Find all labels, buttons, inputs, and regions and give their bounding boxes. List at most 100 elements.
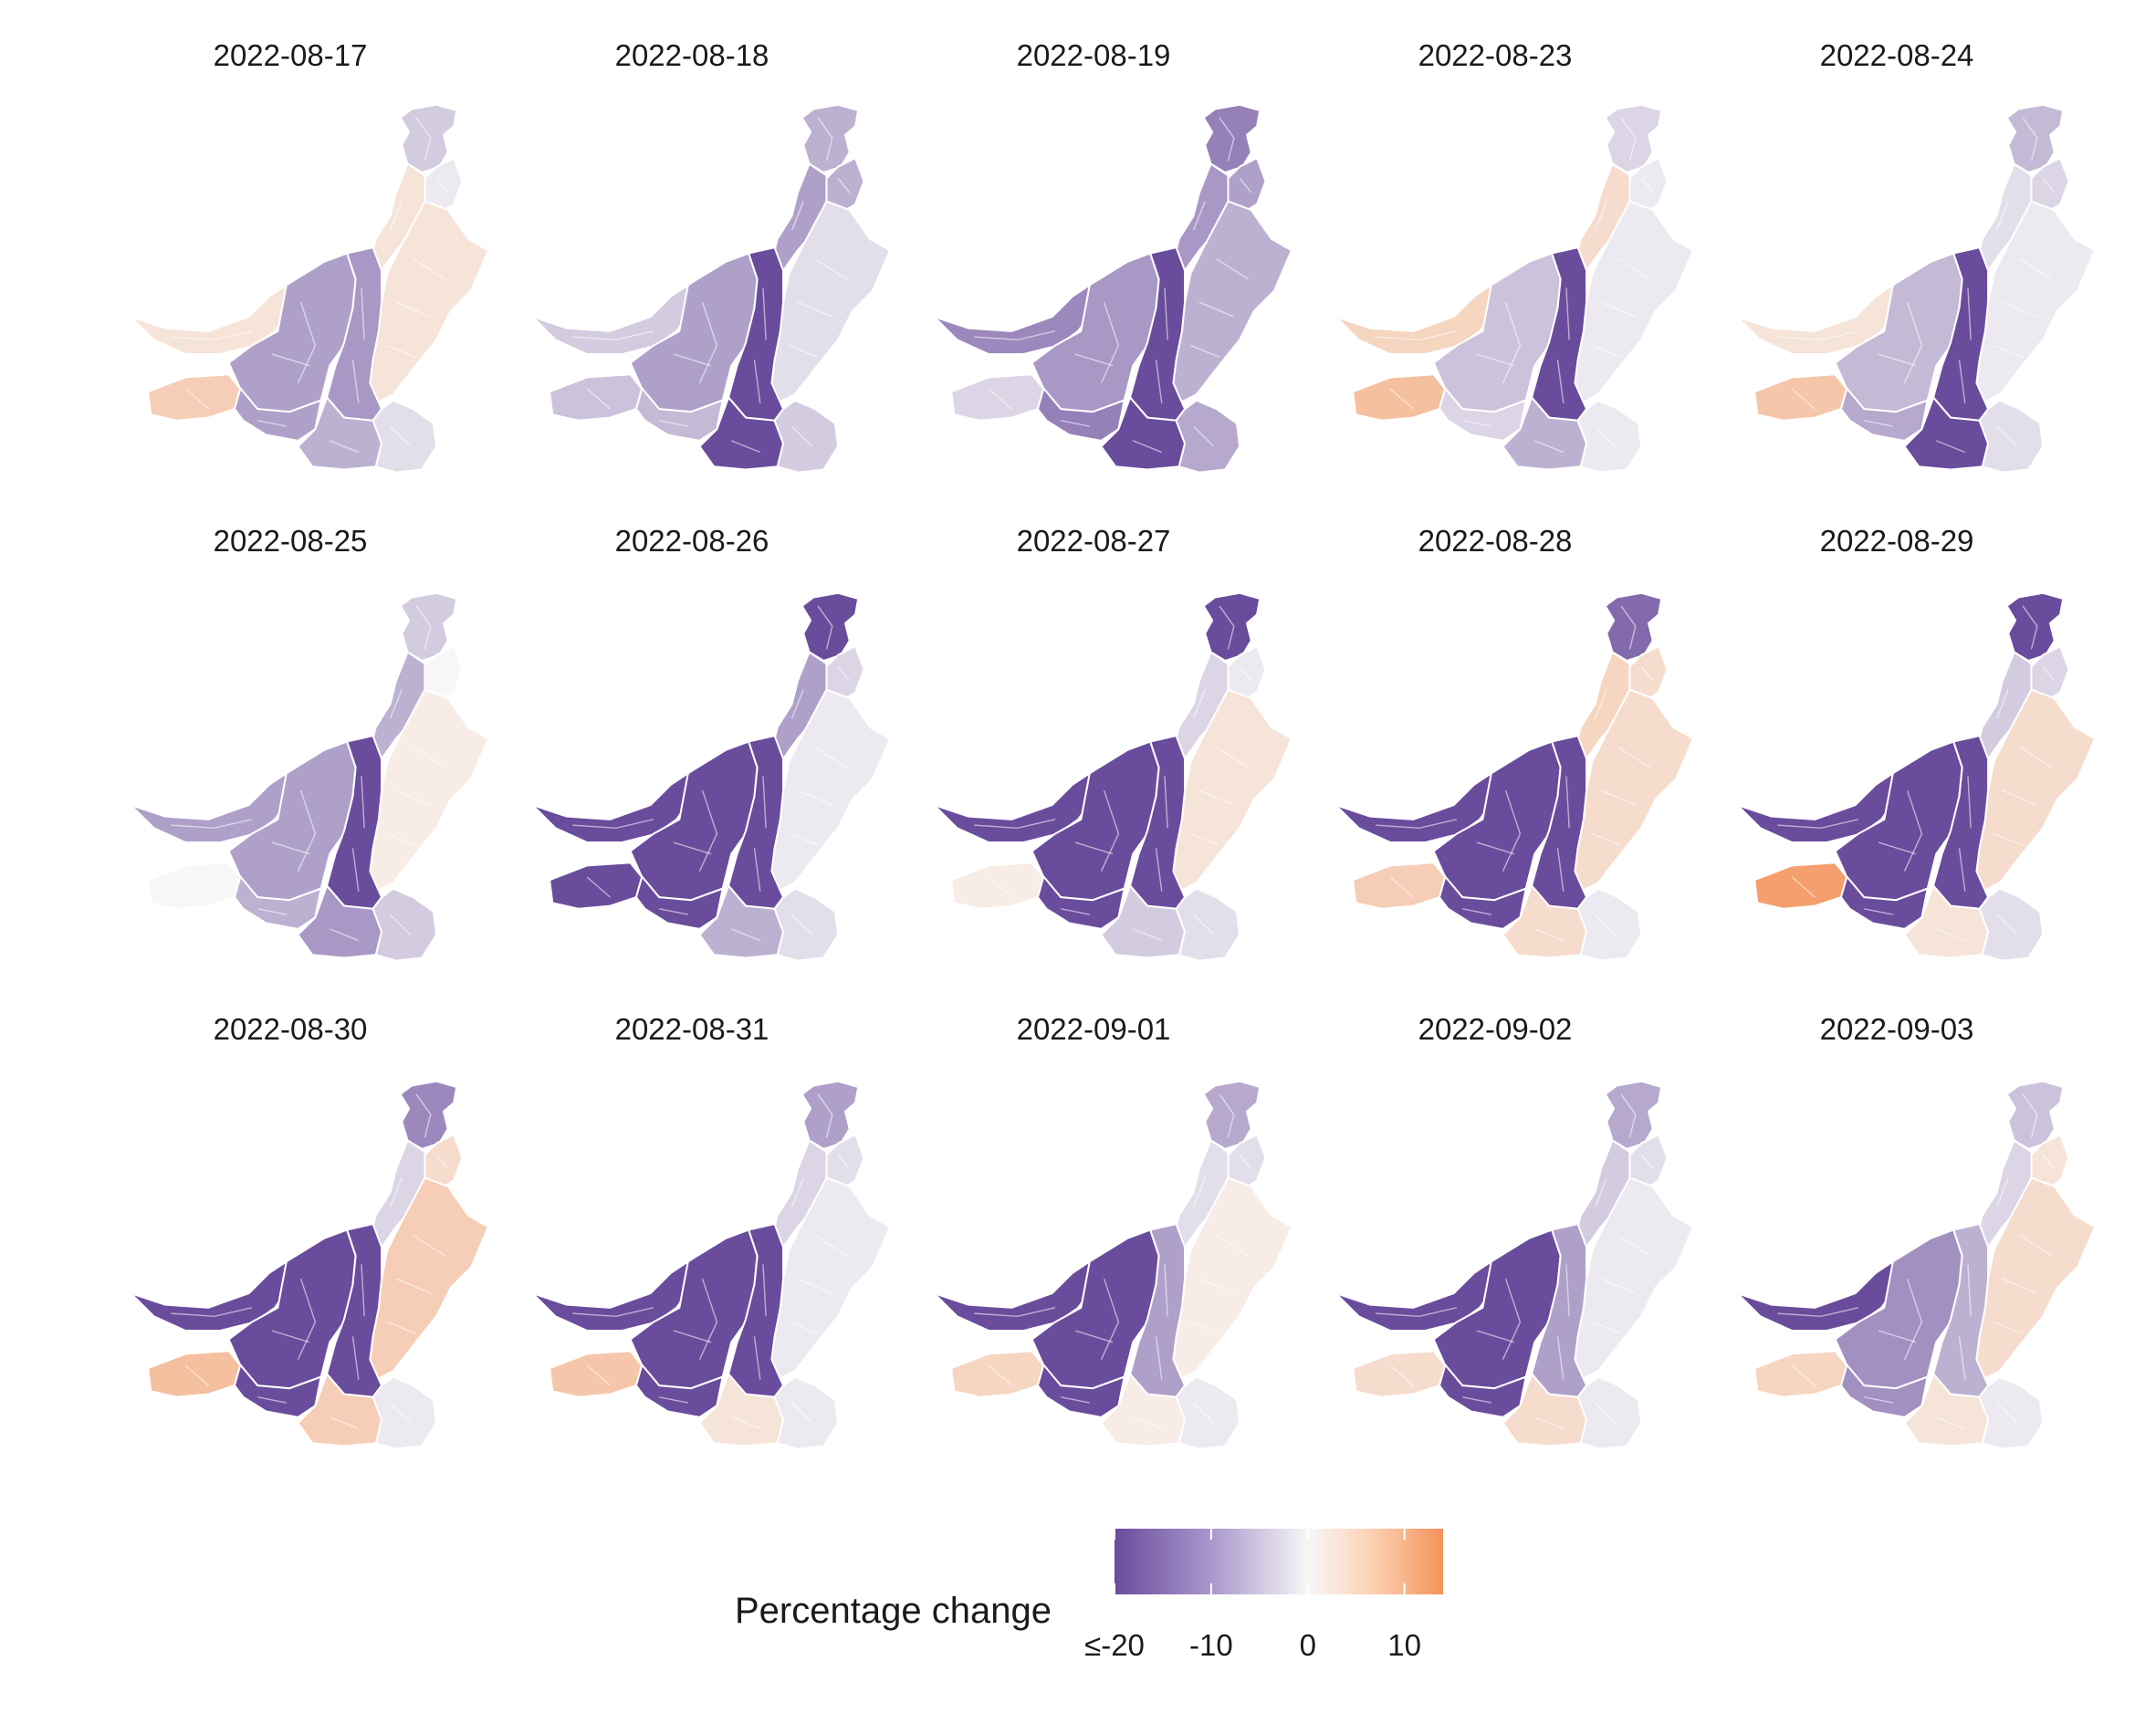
region-se (1978, 399, 2045, 474)
region-ss (1502, 884, 1588, 959)
district-boundary (988, 388, 1012, 410)
region-pj (369, 1176, 490, 1381)
district-boundary (413, 1235, 445, 1257)
district-boundary (1864, 420, 1893, 427)
district-boundary (184, 388, 209, 410)
pakistan-map (1334, 1080, 1695, 1450)
district-boundary (329, 928, 360, 942)
region-swb (1352, 373, 1447, 422)
district-boundary (1219, 1093, 1235, 1138)
district-boundary (1777, 1307, 1859, 1317)
legend-colorbar (1115, 1529, 1443, 1594)
pakistan-map (130, 591, 490, 962)
district-boundary (1620, 1093, 1637, 1138)
region-ss (698, 396, 785, 471)
district-boundary (257, 420, 287, 427)
district-boundary (1935, 440, 1966, 454)
district-boundary (1791, 876, 1816, 898)
region-swb (950, 1350, 1045, 1398)
district-boundary (791, 1402, 813, 1424)
district-boundary (572, 1307, 654, 1317)
region-sws (1432, 862, 1527, 930)
region-sws (1031, 373, 1125, 442)
district-boundary (1995, 689, 2009, 719)
district-boundary (1556, 360, 1565, 403)
district-boundary (789, 1321, 819, 1334)
district-boundary (673, 1330, 712, 1343)
district-boundary (1164, 287, 1168, 340)
region-ss (297, 884, 383, 959)
panel-date-label: 2022-08-18 (615, 38, 769, 72)
region-swb (549, 1350, 644, 1398)
district-boundary (297, 1278, 317, 1360)
district-boundary (413, 747, 445, 768)
district-boundary (415, 117, 432, 162)
district-boundary (791, 425, 813, 447)
district-boundary (814, 1235, 847, 1257)
district-boundary (1061, 908, 1090, 915)
district-boundary (1864, 908, 1893, 915)
map-panel: 2022-08-19 (933, 38, 1293, 474)
district-boundary (1376, 330, 1458, 340)
district-boundary (435, 177, 449, 193)
panel-date-label: 2022-08-27 (1017, 524, 1171, 558)
district-boundary (698, 1278, 718, 1360)
district-boundary (329, 440, 360, 454)
panel-date-label: 2022-08-24 (1820, 38, 1974, 72)
region-pj (1574, 1176, 1695, 1381)
region-pj (369, 200, 490, 404)
district-boundary (1565, 287, 1570, 340)
pakistan-map (1736, 591, 2097, 962)
district-boundary (1100, 301, 1120, 383)
region-pj (1172, 1176, 1293, 1381)
pakistan-map (933, 103, 1293, 474)
district-boundary (1864, 1396, 1893, 1404)
district-boundary (389, 689, 403, 719)
district-boundary (1996, 914, 2018, 935)
map-panel: 2022-09-03 (1736, 1012, 2097, 1450)
district-boundary (395, 789, 432, 806)
district-boundary (1476, 841, 1515, 855)
district-boundary (730, 928, 761, 942)
pakistan-map (531, 591, 892, 962)
map-panel: 2022-08-18 (531, 38, 892, 474)
district-boundary (351, 1336, 360, 1380)
map-panel: 2022-08-30 (130, 1012, 490, 1450)
region-pj (1574, 200, 1695, 404)
region-swb (1753, 862, 1848, 910)
district-boundary (1193, 914, 1215, 935)
district-boundary (1190, 832, 1220, 846)
region-sws (1834, 373, 1929, 442)
region-sws (1031, 1350, 1125, 1418)
map-panel: 2022-08-27 (933, 524, 1293, 962)
district-boundary (389, 1177, 403, 1207)
district-boundary (395, 301, 432, 318)
district-boundary (1958, 848, 1966, 892)
district-boundary (1192, 689, 1206, 719)
district-boundary (1777, 330, 1859, 340)
district-boundary (1198, 789, 1235, 806)
district-boundary (351, 360, 360, 403)
district-boundary (1074, 841, 1114, 855)
district-boundary (1389, 876, 1414, 898)
district-boundary (1190, 344, 1220, 358)
district-boundary (1376, 819, 1458, 829)
panel-date-label: 2022-09-02 (1418, 1012, 1573, 1046)
district-boundary (297, 301, 317, 383)
region-pj (1975, 688, 2097, 893)
pakistan-map (1736, 1080, 2097, 1450)
district-boundary (1994, 344, 2024, 358)
region-swb (1753, 373, 1848, 422)
district-boundary (2002, 789, 2038, 806)
district-boundary (814, 258, 847, 280)
region-pj (1574, 688, 1695, 893)
district-boundary (730, 440, 761, 454)
district-boundary (413, 258, 445, 280)
pakistan-map (130, 1080, 490, 1450)
region-pj (770, 688, 892, 893)
district-boundary (1192, 201, 1206, 231)
district-boundary (586, 1364, 611, 1386)
district-boundary (1198, 301, 1235, 318)
region-sws (1834, 862, 1929, 930)
region-ss (1903, 1373, 1990, 1447)
